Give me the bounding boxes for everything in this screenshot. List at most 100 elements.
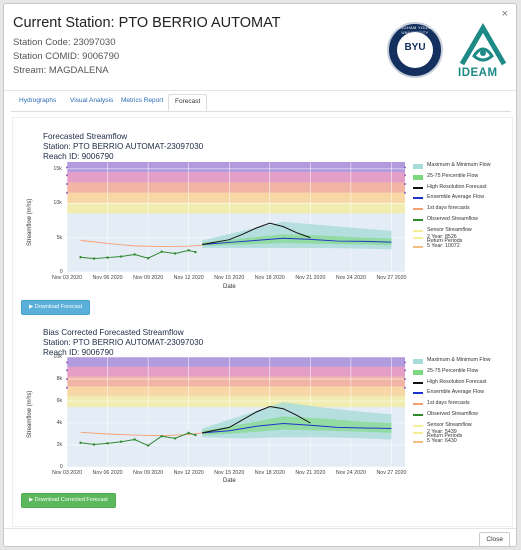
return-period-band [67, 396, 405, 408]
modal-footer: Close [4, 528, 516, 546]
legend-swatch [413, 414, 423, 416]
legend-item[interactable]: High Resolution Forecast [413, 379, 512, 388]
return-period-band [67, 172, 405, 183]
chart2-plot[interactable] [13, 318, 512, 498]
download-corrected-forecast-button[interactable]: ▶ Download Corrected Forecast [21, 493, 116, 508]
x-tick-label: Nov 15 2020 [214, 470, 245, 476]
legend-item[interactable]: Ensemble Average Flow [413, 194, 512, 203]
legend-swatch [413, 174, 423, 180]
chart1-xlabel: Date [223, 284, 236, 290]
legend-item[interactable]: Sensor Streamflow [413, 422, 512, 431]
rp-marker [66, 183, 68, 185]
legend-item[interactable]: Sensor Streamflow [413, 227, 512, 236]
legend-swatch [413, 432, 423, 434]
legend-item[interactable]: 1st days forecasts [413, 205, 512, 214]
return-period-band [67, 182, 405, 193]
legend-item[interactable]: High Resolution Forecast [413, 183, 512, 193]
close-button[interactable]: Close [479, 532, 510, 546]
observed-point [160, 250, 163, 253]
legend-item[interactable]: Observed Streamflow [413, 216, 512, 225]
x-tick-label: Nov 09 2020 [133, 470, 164, 476]
legend-label: 1st days forecasts [427, 400, 470, 407]
legend-item[interactable]: 5 Year: 10072 [413, 243, 512, 252]
legend-swatch [413, 219, 423, 221]
legend-item[interactable]: Maximum & Minimum Flow [413, 357, 512, 366]
chart2-legend: Maximum & Minimum Flow 25-75 Percentile F… [413, 357, 512, 477]
legend-item[interactable]: Return Periods [413, 237, 512, 247]
observed-point [187, 249, 190, 252]
rp-marker [66, 386, 68, 389]
rp-marker [66, 166, 68, 169]
x-tick-label: Nov 27 2020 [376, 275, 407, 281]
legend-item[interactable]: 5 Year: 6430 [413, 438, 512, 447]
tab-hydrographs[interactable]: Hydrographs [19, 97, 57, 104]
legend-item[interactable]: 25-75 Percentile Flow [413, 368, 512, 377]
rp-marker [66, 174, 68, 177]
legend-swatch [413, 392, 423, 395]
return-period-band [67, 376, 405, 387]
download-forecast-button[interactable]: ▶ Download Forecast [21, 300, 91, 315]
chart1-title: Forecasted Streamflow [43, 132, 128, 141]
legend-label: Return Periods [427, 432, 463, 439]
legend-item[interactable]: Ensemble Average Flow [413, 389, 512, 398]
legend-item[interactable]: Return Periods [413, 432, 512, 442]
percentile-band [202, 416, 392, 436]
observed-point [173, 252, 177, 255]
legend-item[interactable]: 2 Year: 8526 [413, 234, 512, 243]
chart1-plot[interactable] [13, 118, 512, 298]
close-icon[interactable]: × [501, 8, 508, 20]
chart2-xlabel: Date [223, 478, 236, 484]
chart2-reach: Reach ID: 9006790 [43, 348, 114, 357]
x-tick-label: Nov 03 2020 [52, 275, 83, 281]
x-tick-label: Nov 27 2020 [376, 470, 407, 476]
x-tick-label: Nov 06 2020 [92, 275, 123, 281]
tab-visual-analysis[interactable]: Visual Analysis [70, 97, 114, 104]
legend-label: 1st days forecasts [427, 205, 470, 212]
tab-metrics-report[interactable]: Metrics Report [121, 97, 164, 104]
legend-swatch [413, 369, 423, 375]
observed-point [119, 440, 123, 443]
legend-swatch [413, 424, 423, 427]
high-resolution-line [202, 222, 311, 245]
legend-swatch [413, 197, 423, 200]
legend-label: 2 Year: 5439 [427, 429, 457, 435]
forecast-panel: Forecasted Streamflow Station: PTO BERRI… [12, 117, 513, 527]
legend-item[interactable]: Maximum & Minimum Flow [413, 162, 512, 171]
modal-header: Current Station: PTO BERRIO AUTOMAT Stat… [4, 4, 516, 91]
y-tick-label: 0 [59, 464, 63, 470]
legend-item[interactable]: 25-75 Percentile Flow [413, 172, 512, 182]
legend-label: 2 Year: 8526 [427, 234, 457, 240]
observed-point [187, 431, 190, 435]
chart1-reach: Reach ID: 9006790 [43, 152, 114, 161]
y-tick-label: 0 [59, 269, 63, 275]
observed-point [194, 250, 197, 254]
chart1-subtitle: Station: PTO BERRIO AUTOMAT-23097030 [43, 142, 204, 151]
legend-swatch [413, 441, 423, 443]
y-tick-label: 6k [56, 398, 63, 404]
observed-point [106, 256, 109, 259]
x-tick-label: Nov 03 2020 [52, 470, 83, 476]
legend-swatch [413, 381, 423, 384]
y-tick-label: 10k [53, 200, 62, 207]
legend-label: Observed Streamflow [427, 216, 478, 222]
legend-item[interactable]: Observed Streamflow [413, 411, 512, 420]
first-days-forecast-line [80, 431, 203, 437]
legend-label: Return Periods [427, 237, 463, 244]
legend-item[interactable]: 2 Year: 5439 [413, 429, 512, 438]
station-title: Current Station: PTO BERRIO AUTOMAT [13, 15, 281, 31]
rp-marker [66, 361, 68, 364]
legend-item[interactable]: 1st days forecasts [413, 400, 512, 409]
legend-label: 25-75 Percentile Flow [427, 172, 479, 179]
high-resolution-line [202, 405, 311, 434]
tab-forecast[interactable]: Forecast [168, 94, 208, 111]
rp-marker [404, 166, 406, 169]
first-days-forecast-line [80, 239, 203, 248]
legend-label: 5 Year: 6430 [427, 438, 457, 444]
legend-label: Ensemble Average Flow [427, 389, 485, 396]
rp-marker [66, 369, 68, 372]
y-tick-label: 5k [56, 234, 63, 241]
rp-marker [404, 174, 406, 177]
legend-label: High Resolution Forecast [427, 183, 487, 190]
x-tick-label: Nov 06 2020 [92, 470, 123, 476]
return-period-band [67, 192, 405, 203]
